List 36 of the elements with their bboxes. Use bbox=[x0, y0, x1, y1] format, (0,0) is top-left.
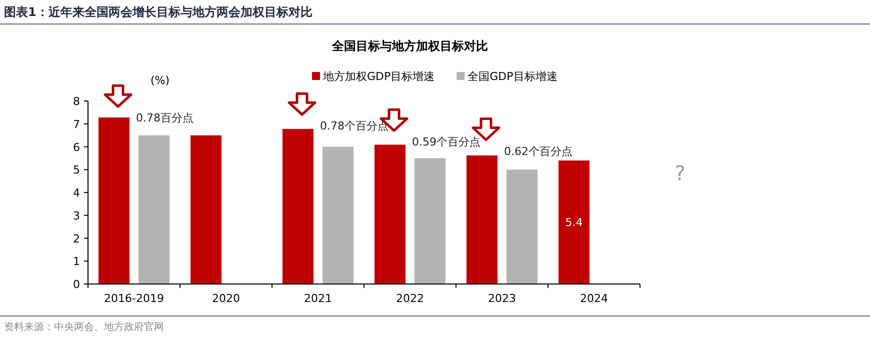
chart-subtitle: 全国目标与地方加权目标对比 bbox=[331, 39, 488, 53]
annotation: 0.62个百分点 bbox=[504, 144, 572, 158]
x-tick-label: 2023 bbox=[488, 292, 516, 305]
y-tick-label: 7 bbox=[73, 118, 80, 131]
legend-label: 地方加权GDP目标增速 bbox=[322, 70, 435, 83]
y-tick-label: 0 bbox=[73, 278, 80, 291]
x-tick-label: 2020 bbox=[212, 292, 240, 305]
x-tick-label: 2016-2019 bbox=[104, 292, 164, 305]
annotation: 0.78百分点 bbox=[136, 112, 194, 125]
bar bbox=[190, 135, 222, 284]
legend-label: 全国GDP目标增速 bbox=[468, 70, 558, 83]
data-label: 5.4 bbox=[565, 216, 583, 230]
bar bbox=[322, 146, 354, 284]
bar bbox=[138, 135, 170, 284]
x-tick-label: 2024 bbox=[580, 292, 608, 305]
bar bbox=[558, 160, 590, 284]
y-tick-label: 2 bbox=[73, 232, 80, 246]
text: 资料来源：中央两会、地方政府官网 bbox=[4, 321, 164, 333]
x-tick-label: 2021 bbox=[304, 292, 332, 305]
y-tick-label: 4 bbox=[73, 186, 80, 200]
y-tick-label: 8 bbox=[73, 95, 80, 108]
y-tick-label: 5 bbox=[73, 164, 80, 177]
bar bbox=[506, 170, 538, 284]
bar bbox=[414, 158, 446, 284]
y-tick-label: 1 bbox=[73, 255, 80, 268]
chart-title: 图表1：近年来全国两会增长目标与地方两会加权目标对比 bbox=[4, 5, 312, 19]
bar bbox=[374, 144, 406, 284]
y-tick-label: 6 bbox=[73, 140, 80, 154]
y-axis-title: (%) bbox=[150, 74, 170, 87]
text: ? bbox=[674, 160, 686, 185]
y-tick-label: 3 bbox=[73, 209, 80, 222]
bar bbox=[98, 117, 130, 284]
bar bbox=[466, 155, 498, 284]
x-tick-label: 2022 bbox=[396, 292, 424, 305]
annotation: 0.59个百分点 bbox=[412, 136, 480, 149]
bar bbox=[282, 128, 314, 284]
